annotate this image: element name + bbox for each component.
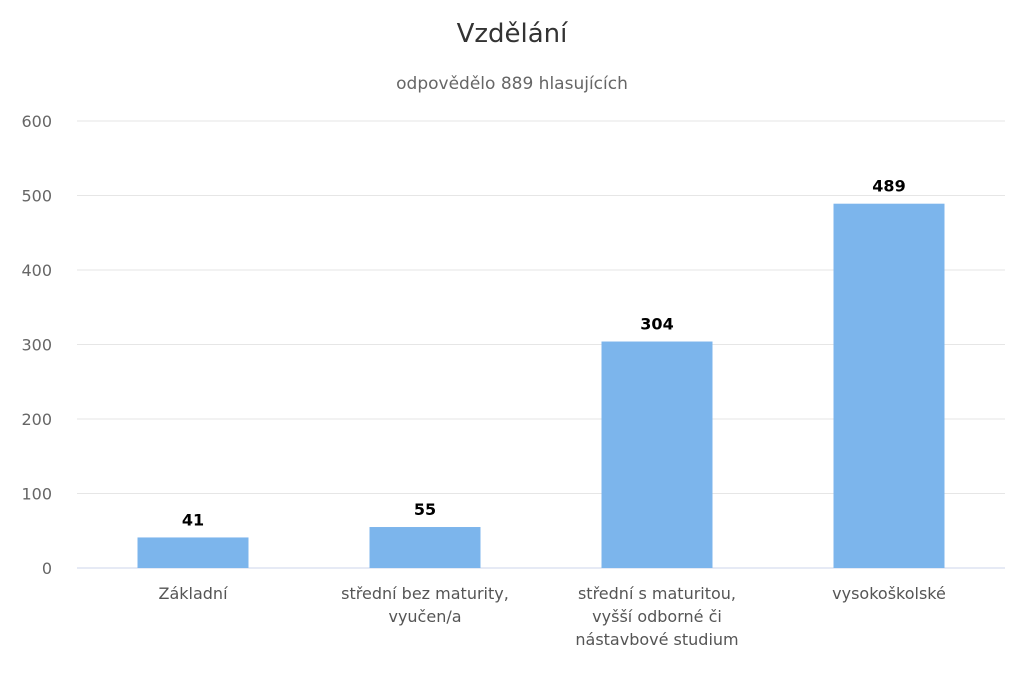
y-tick-label: 400 bbox=[21, 261, 52, 280]
x-tick-label-line: střední bez maturity, bbox=[341, 584, 509, 603]
data-label: 55 bbox=[414, 500, 436, 519]
y-tick-label: 500 bbox=[21, 187, 52, 206]
chart-title: Vzdělání bbox=[457, 19, 569, 49]
y-tick-label: 300 bbox=[21, 336, 52, 355]
y-tick-label: 600 bbox=[21, 112, 52, 131]
x-tick-label-line: vysokoškolské bbox=[832, 584, 946, 603]
bars bbox=[137, 203, 945, 568]
y-axis-labels: 0 100 200 300 400 500 600 bbox=[21, 112, 52, 578]
data-label: 489 bbox=[872, 177, 905, 196]
x-tick-label: střední bez maturity, vyučen/a bbox=[341, 584, 509, 626]
y-tick-label: 100 bbox=[21, 485, 52, 504]
data-label: 304 bbox=[640, 315, 673, 334]
x-tick-label-line: střední s maturitou, bbox=[578, 584, 736, 603]
data-labels: 41 55 304 489 bbox=[182, 177, 906, 530]
chart-subtitle: odpovědělo 889 hlasujících bbox=[396, 74, 628, 94]
gridlines bbox=[77, 120, 1005, 569]
x-tick-label: vysokoškolské bbox=[832, 584, 946, 603]
y-tick-label: 200 bbox=[21, 410, 52, 429]
bar bbox=[137, 537, 249, 568]
bar bbox=[833, 203, 945, 568]
y-tick-label: 0 bbox=[42, 559, 52, 578]
x-tick-label: Základní bbox=[158, 584, 228, 603]
bar bbox=[369, 527, 481, 568]
x-tick-label: střední s maturitou, vyšší odborné či nást… bbox=[575, 584, 738, 649]
x-tick-label-line: nástavbové studium bbox=[575, 630, 738, 649]
bar bbox=[601, 341, 713, 568]
x-tick-label-line: vyšší odborné či bbox=[592, 607, 722, 626]
data-label: 41 bbox=[182, 510, 204, 529]
x-axis-labels: Základní střední bez maturity, vyučen/astř… bbox=[158, 584, 945, 649]
x-tick-label-line: Základní bbox=[158, 584, 228, 603]
x-tick-label-line: vyučen/a bbox=[388, 607, 461, 626]
